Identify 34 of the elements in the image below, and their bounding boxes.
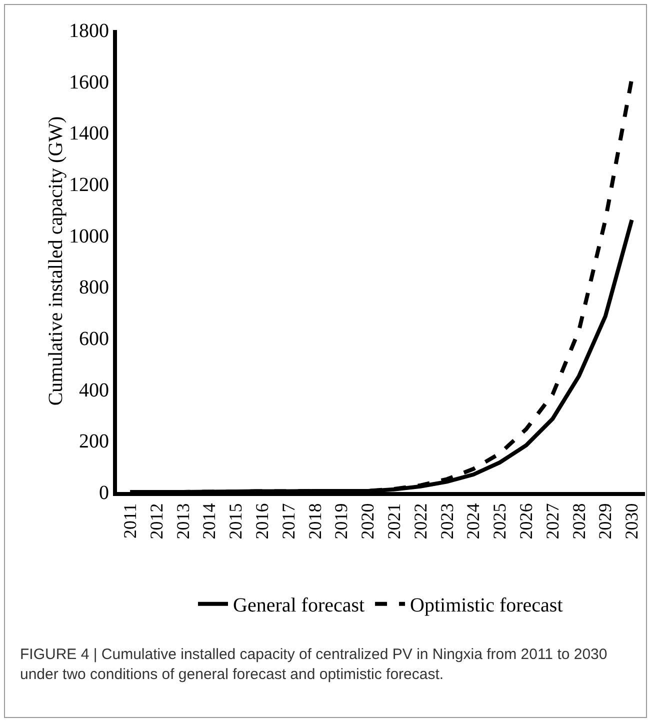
x-tick-label: 2018 [304,503,325,540]
y-axis-title: Cumulative installed capacity (GW) [45,116,67,406]
x-tick-label: 2012 [146,503,166,540]
y-tick-label: 1200 [69,174,109,196]
caption: FIGURE 4 | Cumulative installed capacity of centralized PV in Ningxia from 2011 to 2030 under two conditions of general forecast and optimistic forecast. [20,645,608,686]
x-tick-label: 2024 [463,503,484,540]
x-tick-label: 2020 [358,503,378,540]
x-tick-label: 2016 [252,503,272,540]
y-tick-label: 200 [79,430,109,453]
x-tick-label: 2022 [410,503,430,540]
x-tick-label: 2023 [436,503,457,540]
y-tick-label: 400 [79,379,109,402]
legend-label: General forecast [233,594,366,617]
legend-label: Optimistic forecast [410,594,564,617]
x-tick-label: 2025 [490,503,510,540]
x-tick-label: 2028 [568,503,589,540]
x-tick-label: 2019 [331,503,352,540]
y-tick-label: 600 [79,328,109,350]
x-tick-label: 2021 [384,503,404,540]
y-tick-label: 1400 [69,122,109,145]
y-tick-label: 0 [99,482,109,504]
y-tick-label: 1000 [69,225,109,248]
y-tick-label: 1600 [69,71,109,94]
x-tick-label: 2011 [120,503,140,539]
y-tick-label: 1800 [69,20,109,42]
x-tick-label: 2026 [516,503,536,540]
y-tick-label: 800 [79,276,109,299]
x-tick-label: 2027 [542,503,562,540]
x-tick-label: 2030 [622,503,642,540]
x-tick-label: 2029 [595,503,616,540]
x-tick-label: 2015 [226,503,246,540]
x-tick-label: 2014 [199,503,220,540]
x-tick-label: 2017 [278,503,298,540]
x-tick-label: 2013 [172,503,193,540]
